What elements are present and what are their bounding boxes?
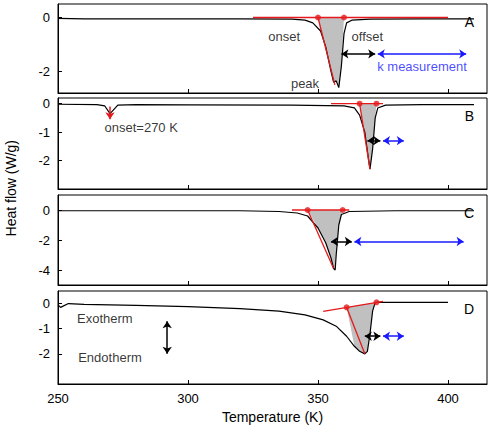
svg-text:-1: -1 bbox=[38, 125, 50, 140]
svg-text:B: B bbox=[465, 108, 474, 124]
svg-text:-1: -1 bbox=[38, 321, 50, 336]
svg-text:offset: offset bbox=[352, 29, 384, 44]
svg-text:peak: peak bbox=[291, 76, 320, 91]
svg-text:D: D bbox=[464, 301, 474, 317]
svg-text:0: 0 bbox=[43, 296, 50, 311]
svg-text:-2: -2 bbox=[38, 346, 50, 361]
svg-text:-4: -4 bbox=[38, 263, 50, 278]
svg-text:Temperature (K): Temperature (K) bbox=[222, 409, 323, 425]
svg-text:0: 0 bbox=[43, 10, 50, 25]
svg-text:400: 400 bbox=[437, 391, 459, 406]
svg-text:300: 300 bbox=[177, 391, 199, 406]
svg-text:onset: onset bbox=[268, 29, 300, 44]
svg-text:0: 0 bbox=[43, 203, 50, 218]
svg-text:Heat flow (W/g): Heat flow (W/g) bbox=[3, 140, 19, 236]
svg-text:k measurement: k measurement bbox=[377, 59, 467, 74]
svg-text:350: 350 bbox=[307, 391, 329, 406]
svg-text:0: 0 bbox=[43, 96, 50, 111]
svg-text:Exotherm: Exotherm bbox=[77, 311, 133, 326]
svg-text:-2: -2 bbox=[38, 153, 50, 168]
svg-text:C: C bbox=[464, 205, 474, 221]
svg-text:250: 250 bbox=[47, 391, 69, 406]
svg-text:-2: -2 bbox=[38, 233, 50, 248]
svg-text:-2: -2 bbox=[38, 64, 50, 79]
svg-text:Endotherm: Endotherm bbox=[78, 350, 142, 365]
svg-text:onset=270 K: onset=270 K bbox=[105, 120, 179, 135]
svg-text:A: A bbox=[465, 14, 475, 30]
